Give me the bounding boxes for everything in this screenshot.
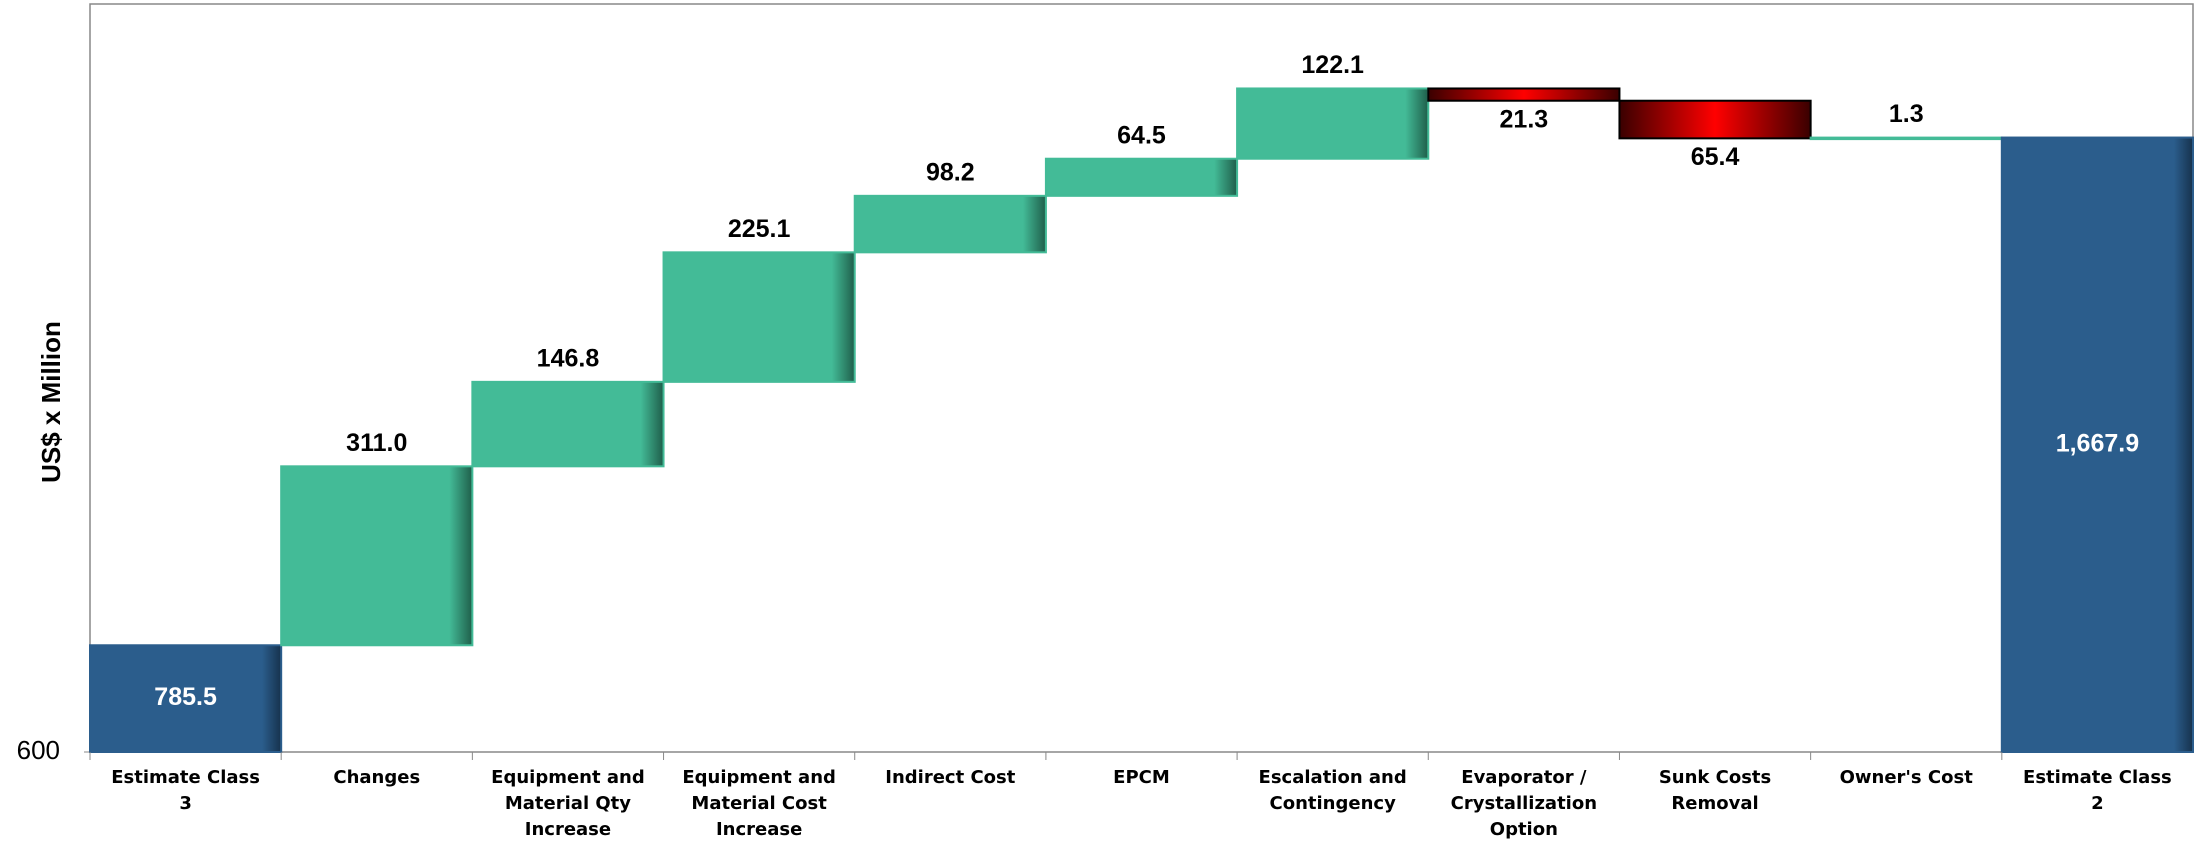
bar	[471, 380, 665, 468]
value-label: 65.4	[1691, 143, 1740, 171]
value-label: 21.3	[1500, 105, 1549, 133]
value-label: 146.8	[537, 344, 600, 372]
bar	[1044, 157, 1239, 197]
x-tick-label: Sunk Costs Removal	[1658, 767, 1772, 814]
bar	[1618, 99, 1812, 140]
bar	[853, 194, 1047, 254]
x-tick-label: Evaporator / Crystallization Option	[1450, 767, 1598, 840]
value-label: 1,667.9	[2056, 429, 2139, 457]
value-label: 122.1	[1301, 51, 1364, 79]
x-tick-label: Escalation and Contingency	[1258, 767, 1407, 814]
value-label: 98.2	[926, 158, 975, 186]
x-tick-label: Changes	[333, 767, 421, 788]
x-tick-label: Owner's Cost	[1839, 767, 1973, 788]
value-label: 225.1	[728, 215, 791, 243]
x-tick-label: Equipment and Material Qty Increase	[491, 767, 645, 840]
x-tick-label: EPCM	[1113, 767, 1170, 788]
bar	[1236, 87, 1430, 160]
value-label: 64.5	[1117, 121, 1166, 149]
bar	[1427, 87, 1621, 102]
x-tick-label: Estimate Class 2	[2023, 767, 2172, 814]
bar	[2000, 136, 2195, 754]
x-tick-label: Equipment and Material Cost Increase	[682, 767, 836, 840]
value-label: 785.5	[154, 683, 217, 711]
value-label: 311.0	[346, 429, 407, 457]
bar	[89, 644, 283, 754]
x-tick-label: Indirect Cost	[885, 767, 1016, 788]
bar	[1809, 136, 2003, 141]
y-tick-label: 600	[17, 735, 60, 765]
value-label: 1.3	[1889, 100, 1924, 128]
y-axis-label: US$ x Million	[36, 321, 66, 483]
bar	[662, 251, 856, 383]
x-tick-label: Estimate Class 3	[111, 767, 260, 814]
bar	[280, 465, 474, 647]
